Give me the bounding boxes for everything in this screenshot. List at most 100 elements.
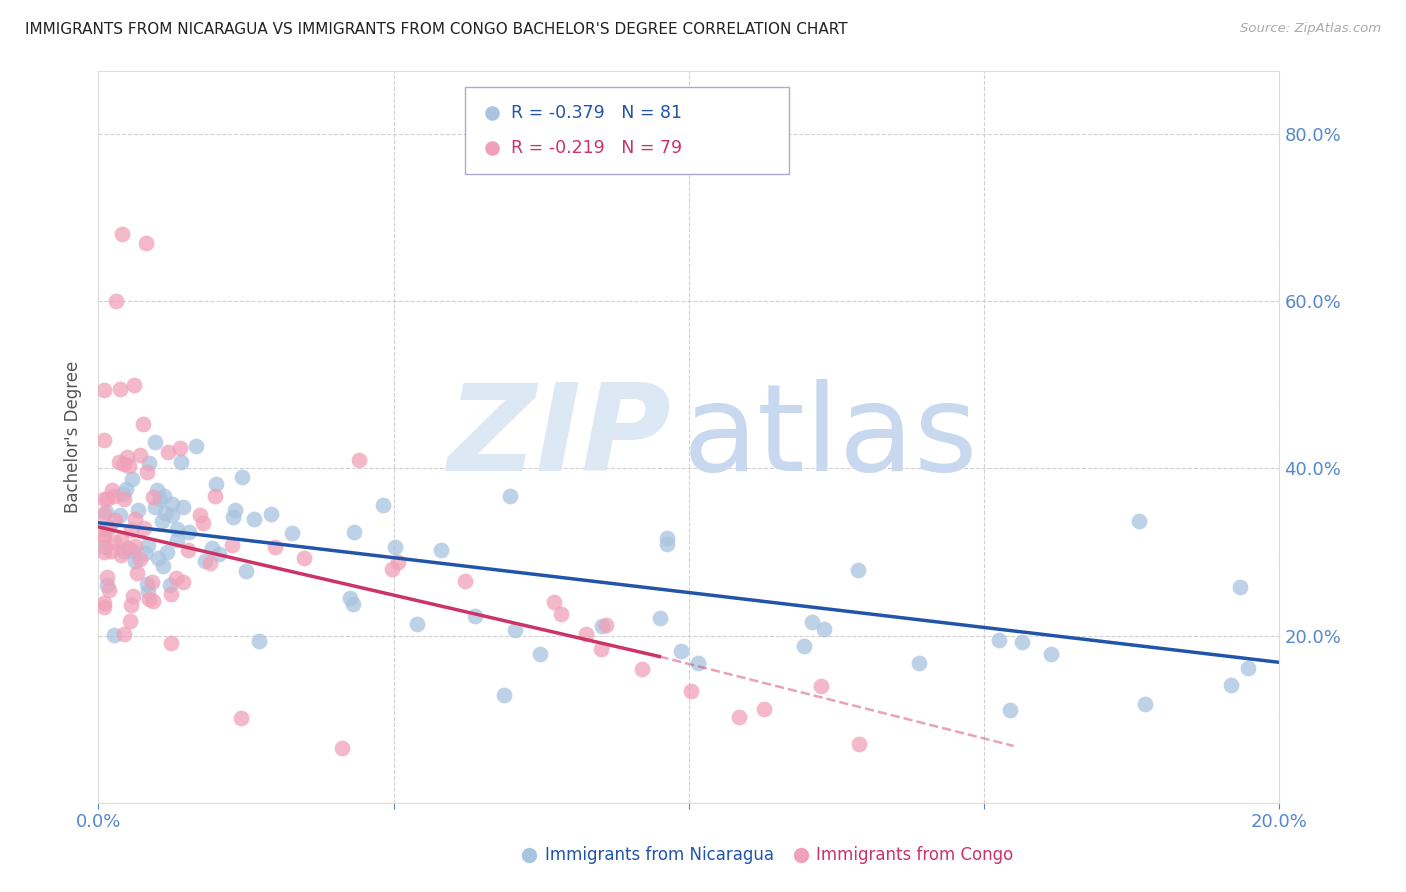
Point	[177, 524, 200, 539]
Point	[145, 483, 167, 497]
Point	[1128, 514, 1150, 528]
Point	[848, 737, 870, 751]
Point	[987, 632, 1010, 647]
Point	[347, 452, 370, 467]
Point	[142, 594, 165, 608]
Point	[112, 491, 135, 506]
Point	[657, 537, 679, 551]
Point	[143, 500, 166, 514]
Point	[793, 640, 815, 654]
Point	[96, 492, 118, 507]
Point	[105, 294, 128, 309]
Text: R = -0.379   N = 81: R = -0.379 N = 81	[510, 104, 682, 122]
Point	[93, 599, 115, 614]
Point	[172, 500, 194, 514]
Point	[292, 550, 315, 565]
Point	[93, 527, 115, 541]
Point	[1237, 661, 1260, 675]
Point	[93, 533, 115, 547]
Point	[165, 571, 187, 585]
Point	[464, 609, 486, 624]
Point	[124, 511, 146, 525]
Point	[166, 533, 188, 548]
Point	[177, 542, 200, 557]
Point	[138, 456, 160, 470]
Point	[96, 505, 118, 519]
Point	[543, 595, 565, 609]
Point	[162, 508, 184, 523]
Point	[112, 458, 135, 472]
Point	[330, 741, 353, 756]
Point	[846, 563, 869, 577]
Point	[121, 523, 143, 537]
Point	[124, 540, 146, 554]
Point	[591, 619, 613, 633]
Point	[907, 656, 929, 670]
Point	[429, 542, 451, 557]
Point	[112, 544, 135, 558]
Point	[166, 522, 188, 536]
Point	[191, 516, 214, 530]
Point	[728, 710, 751, 724]
Point	[235, 564, 257, 578]
Point	[103, 627, 125, 641]
Point	[125, 566, 148, 580]
Point	[152, 559, 174, 574]
Point	[138, 592, 160, 607]
Point	[122, 590, 145, 604]
Text: ZIP: ZIP	[447, 378, 671, 496]
Point	[136, 584, 159, 599]
Point	[194, 554, 217, 568]
Point	[141, 575, 163, 590]
Point	[96, 577, 118, 591]
Point	[801, 615, 824, 629]
Point	[648, 611, 671, 625]
Point	[93, 597, 115, 611]
Text: Immigrants from Nicaragua: Immigrants from Nicaragua	[546, 847, 773, 864]
Point	[93, 492, 115, 507]
Point	[111, 486, 134, 500]
Point	[93, 433, 115, 447]
Point	[93, 507, 115, 521]
Point	[132, 417, 155, 431]
Point	[503, 623, 526, 637]
Point	[231, 470, 253, 484]
Point	[591, 642, 613, 657]
Point	[152, 489, 174, 503]
Point	[208, 547, 231, 561]
Point	[229, 711, 252, 725]
Point	[221, 538, 243, 552]
Point	[454, 574, 477, 589]
Point	[343, 524, 366, 539]
Point	[104, 512, 127, 526]
Point	[96, 570, 118, 584]
Point	[112, 627, 135, 641]
Point	[243, 512, 266, 526]
Point	[159, 578, 181, 592]
Point	[135, 577, 157, 591]
Point	[1133, 697, 1156, 711]
Point	[124, 554, 146, 568]
Point	[136, 538, 159, 552]
Point	[136, 465, 159, 479]
Point	[810, 679, 832, 693]
Point	[110, 533, 132, 547]
Point	[111, 227, 134, 242]
Point	[247, 634, 270, 648]
Point	[529, 648, 551, 662]
Point	[631, 662, 654, 676]
Point	[188, 508, 211, 522]
Point	[156, 445, 179, 459]
Point	[145, 434, 167, 449]
Point	[115, 450, 138, 465]
Text: atlas: atlas	[683, 378, 979, 496]
Point	[169, 455, 191, 469]
Point	[686, 656, 709, 670]
Point	[118, 459, 141, 474]
Text: Immigrants from Congo: Immigrants from Congo	[817, 847, 1014, 864]
Text: IMMIGRANTS FROM NICARAGUA VS IMMIGRANTS FROM CONGO BACHELOR'S DEGREE CORRELATION: IMMIGRANTS FROM NICARAGUA VS IMMIGRANTS …	[25, 22, 848, 37]
Point	[406, 617, 429, 632]
Point	[103, 534, 125, 549]
Point	[122, 377, 145, 392]
Y-axis label: Bachelor's Degree: Bachelor's Degree	[65, 361, 83, 513]
